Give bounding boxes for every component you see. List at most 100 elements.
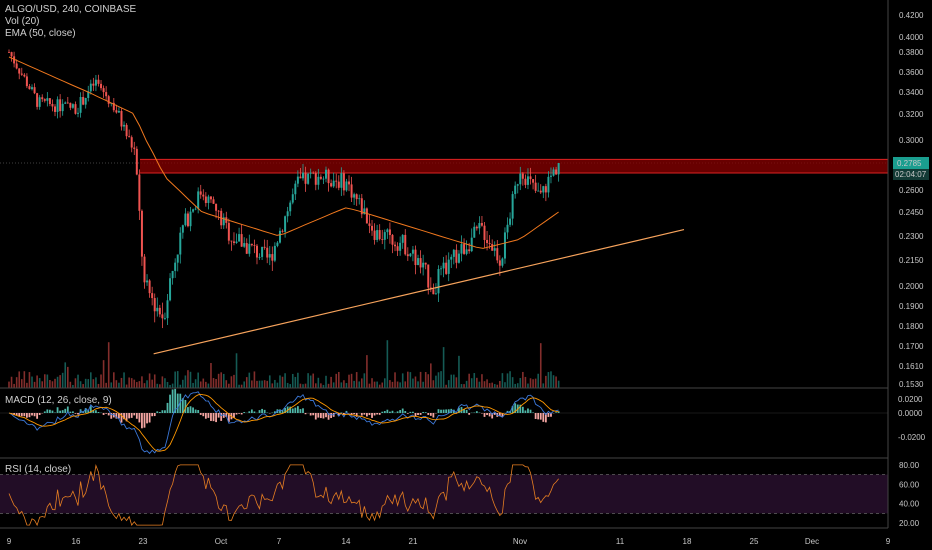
macd-histogram-bar: [151, 413, 154, 417]
volume-bar: [258, 380, 261, 388]
macd-histogram-bar: [371, 413, 373, 418]
candle-body: [163, 318, 166, 319]
candle-body: [511, 194, 514, 219]
volume-bar: [66, 366, 69, 388]
candle-body: [15, 63, 18, 69]
volume-bar: [222, 373, 225, 388]
volume-bar: [509, 371, 511, 388]
macd-histogram-bar: [92, 410, 95, 413]
candle-body: [419, 258, 422, 268]
volume-bar: [31, 376, 33, 388]
candle-body: [143, 256, 146, 283]
candle-body: [100, 83, 103, 89]
macd-histogram-bar: [194, 409, 197, 413]
candle-body: [281, 230, 284, 232]
rsi-pane[interactable]: [0, 463, 888, 527]
candle-body: [312, 172, 315, 174]
volume-bar: [407, 371, 409, 388]
volume-bar: [197, 372, 199, 388]
candle-body: [386, 229, 389, 233]
volume-bar: [384, 378, 386, 388]
candle-body: [524, 178, 527, 185]
volume-bar: [360, 378, 363, 388]
volume-bar: [95, 377, 97, 388]
volume-bar: [182, 379, 184, 388]
macd-histogram-bar: [118, 413, 120, 419]
macd-histogram-bar: [143, 413, 146, 428]
candle-body: [43, 99, 46, 101]
macd-legend[interactable]: MACD (12, 26, close, 9): [5, 395, 112, 406]
macd-histogram-bar: [235, 413, 238, 415]
candle-body: [97, 79, 100, 84]
macd-histogram-bar: [391, 410, 394, 413]
candle-body: [176, 254, 179, 263]
price-tick-label: 0.3400: [899, 88, 924, 97]
candle-body: [181, 225, 184, 233]
volume-bar: [268, 375, 271, 388]
macd-histogram-bar: [187, 407, 189, 413]
macd-histogram-bar: [511, 406, 514, 413]
candle-body: [184, 213, 187, 226]
volume-bar: [192, 382, 194, 388]
macd-histogram-bar: [123, 413, 125, 420]
ema-legend[interactable]: EMA (50, close): [5, 28, 76, 39]
volume-bar: [87, 379, 90, 388]
candle-body: [56, 99, 59, 112]
macd-histogram-bar: [204, 413, 207, 419]
volume-bar: [427, 374, 430, 388]
volume-bar: [532, 379, 534, 388]
macd-histogram-bar: [207, 413, 210, 418]
candle-body: [54, 106, 57, 112]
macd-histogram-bar: [524, 410, 527, 413]
macd-histogram-bar: [284, 407, 286, 413]
symbol-legend[interactable]: ALGO/USD, 240, COINBASE: [5, 4, 137, 15]
candle-body: [355, 194, 358, 200]
volume-bar: [539, 343, 542, 388]
volume-bar: [187, 370, 189, 388]
candle-body: [399, 242, 402, 251]
macd-histogram-bar: [417, 413, 419, 416]
macd-histogram-bar: [220, 413, 223, 421]
macd-histogram-bar: [304, 413, 307, 415]
candle-body: [135, 148, 138, 175]
signal-line: [8, 393, 559, 452]
candle-body: [128, 136, 131, 138]
volume-bar: [153, 374, 156, 388]
candle-body: [133, 147, 136, 149]
volume-bar: [302, 384, 304, 388]
candle-body: [475, 226, 478, 229]
volume-bar: [417, 381, 419, 388]
macd-histogram-bar: [419, 413, 422, 415]
macd-histogram-bar: [350, 413, 353, 416]
volume-bar: [230, 376, 233, 388]
price-pane[interactable]: [0, 49, 888, 388]
macd-histogram-bar: [36, 413, 39, 419]
volume-bar: [353, 380, 355, 388]
volume-bar: [340, 382, 343, 388]
volume-bar: [320, 383, 322, 388]
macd-histogram-bar: [409, 411, 412, 413]
volume-legend[interactable]: Vol (20): [5, 16, 40, 27]
volume-bar: [506, 373, 509, 388]
macd-histogram-bar: [97, 412, 100, 413]
candle-body: [335, 180, 338, 182]
macd-histogram-bar: [238, 413, 240, 414]
volume-bar: [527, 383, 529, 388]
candle-body: [46, 98, 49, 101]
macd-pane[interactable]: [0, 388, 888, 455]
macd-histogram-bar: [325, 413, 327, 418]
candle-body: [383, 232, 386, 240]
volume-bar: [304, 383, 307, 388]
candle-body: [350, 184, 353, 198]
volume-bar: [202, 378, 205, 388]
candle-body: [59, 99, 62, 112]
candle-body: [455, 249, 458, 263]
volume-bar: [557, 380, 560, 388]
rsi-legend[interactable]: RSI (14, close): [5, 464, 72, 475]
price-tick-label: 0.1700: [899, 342, 924, 351]
time-tick-label: 16: [72, 537, 81, 546]
macd-histogram-bar: [401, 408, 404, 413]
volume-bar: [107, 342, 110, 388]
